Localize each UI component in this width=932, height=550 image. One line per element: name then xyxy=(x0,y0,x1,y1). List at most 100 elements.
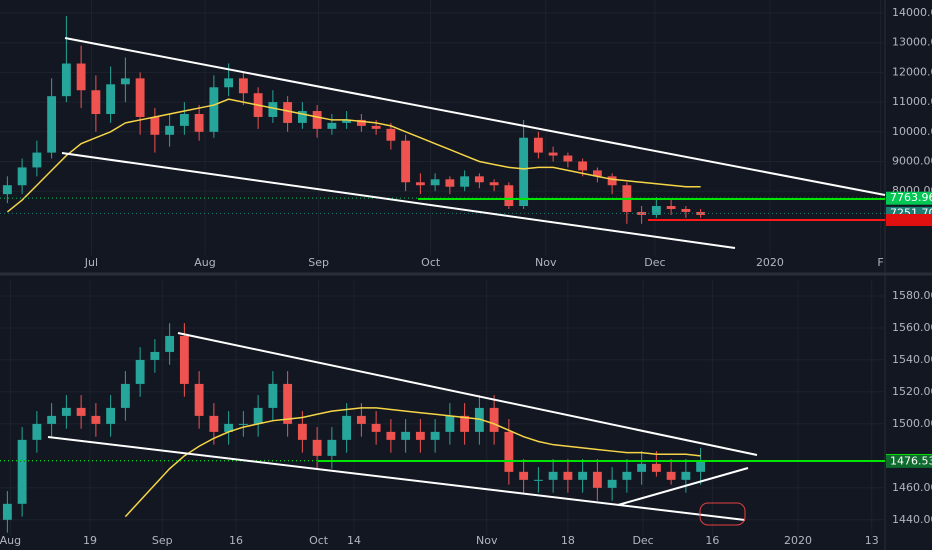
candle-body xyxy=(224,423,234,432)
candle-body xyxy=(327,122,337,129)
candle-body xyxy=(32,152,42,168)
y-tick-label: 1580.00 xyxy=(892,289,932,302)
candle-body xyxy=(651,206,661,215)
candle-body xyxy=(165,335,175,352)
candle-body xyxy=(297,423,307,440)
candle-body xyxy=(47,415,57,424)
x-tick-label: 14 xyxy=(347,534,361,547)
price-label: 1476.533 xyxy=(890,454,932,467)
candle-body xyxy=(460,415,470,432)
candle-body xyxy=(563,155,573,162)
x-tick-label: 13 xyxy=(865,534,879,547)
candle-body xyxy=(91,415,101,424)
y-tick-label: 1560.00 xyxy=(892,321,932,334)
candle-body xyxy=(489,182,499,186)
candle-body xyxy=(386,128,396,141)
candle-body xyxy=(430,179,440,186)
x-tick-label: F xyxy=(877,256,883,269)
candle-body xyxy=(312,439,322,456)
x-tick-label: Jul xyxy=(84,256,98,269)
candle-body xyxy=(342,119,352,123)
events-icon xyxy=(699,502,746,526)
x-tick-label: Dec xyxy=(632,534,653,547)
candle-body xyxy=(371,125,381,129)
candle-body xyxy=(179,113,189,126)
candle-body xyxy=(209,415,219,432)
y-tick-label: 12000.00 xyxy=(892,65,932,78)
x-tick-label: 18 xyxy=(561,534,575,547)
y-tick-label: 14000.00 xyxy=(892,6,932,19)
x-tick-label: 16 xyxy=(229,534,243,547)
candle-body xyxy=(533,137,543,153)
y-tick-label: 1540.00 xyxy=(892,353,932,366)
trend-line xyxy=(177,332,758,456)
candle-body xyxy=(415,431,425,440)
candle-body xyxy=(342,415,352,440)
moving-average xyxy=(6,98,701,213)
x-tick-label: Oct xyxy=(309,534,329,547)
candle-body xyxy=(268,102,278,117)
candle-body xyxy=(120,78,130,85)
trend-line xyxy=(47,436,746,521)
candle-body xyxy=(445,415,455,432)
candle-body xyxy=(637,211,647,215)
price-label-box xyxy=(886,454,932,468)
candle-body xyxy=(681,208,691,212)
candle-body xyxy=(592,170,602,177)
x-tick-label: 19 xyxy=(83,534,97,547)
trend-line xyxy=(617,467,749,506)
x-tick-label: Nov xyxy=(476,534,498,547)
candle-body xyxy=(504,185,514,207)
candle-body xyxy=(106,407,116,424)
candle-body xyxy=(150,116,160,135)
x-tick-label: Dec xyxy=(644,256,665,269)
candle-body xyxy=(150,351,160,360)
candle-body xyxy=(76,407,86,416)
moving-average xyxy=(124,407,701,518)
candle-body xyxy=(504,431,514,472)
candle-body xyxy=(179,335,189,384)
candle-body xyxy=(607,176,617,186)
candle-body xyxy=(76,63,86,91)
candle-body xyxy=(32,423,42,440)
y-tick-label: 13000.00 xyxy=(892,36,932,49)
x-tick-label: 2020 xyxy=(756,256,784,269)
x-tick-label: Aug xyxy=(0,534,21,547)
x-tick-label: Aug xyxy=(194,256,215,269)
candle-body xyxy=(445,179,455,187)
candle-body xyxy=(371,423,381,432)
y-tick-label: 1520.00 xyxy=(892,385,932,398)
candle-body xyxy=(548,152,558,156)
y-tick-label: 10000.00 xyxy=(892,125,932,138)
candle-body xyxy=(666,206,676,209)
candle-body xyxy=(2,185,12,195)
candle-body xyxy=(607,479,617,488)
candle-body xyxy=(253,407,263,424)
candle-body xyxy=(106,84,116,114)
candle-body xyxy=(637,463,647,472)
candle-body xyxy=(415,182,425,186)
candle-body xyxy=(592,471,602,488)
candle-body xyxy=(135,359,145,384)
x-tick-label: Oct xyxy=(421,256,441,269)
y-tick-label: 1460.00 xyxy=(892,481,932,494)
candle-body xyxy=(489,407,499,432)
y-tick-label: 9000.00 xyxy=(892,154,932,167)
candle-body xyxy=(238,78,248,94)
candle-body xyxy=(401,140,411,183)
y-tick-label: 11000.00 xyxy=(892,95,932,108)
candle-body xyxy=(519,471,529,480)
candle-body xyxy=(578,161,588,171)
candle-body xyxy=(356,119,366,126)
candle-body xyxy=(135,78,145,117)
candle-body xyxy=(696,460,706,472)
candle-body xyxy=(460,176,470,187)
candle-body xyxy=(165,125,175,135)
candle-body xyxy=(283,383,293,424)
candle-body xyxy=(474,176,484,183)
candle-body xyxy=(430,431,440,440)
candle-body xyxy=(533,479,543,481)
x-tick-label: Sep xyxy=(308,256,329,269)
